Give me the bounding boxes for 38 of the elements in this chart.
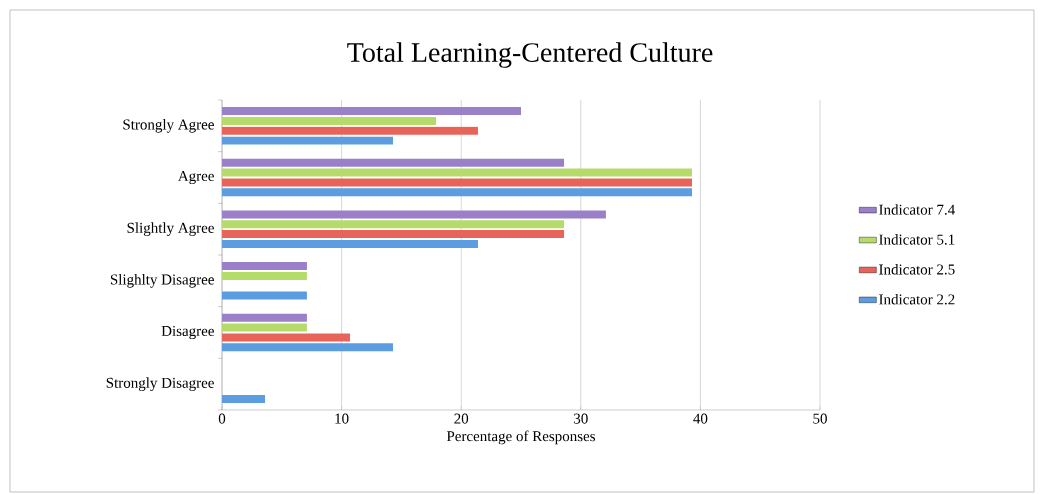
x-tick-label: 20 [454,413,469,424]
bar [222,220,565,229]
bar [222,107,521,116]
y-tick-label: Slighlty Disagree [110,274,214,288]
bar [222,291,307,300]
bar [222,239,478,248]
y-tick-label: Disagree [161,325,214,340]
bar [222,271,307,280]
bar [222,126,478,135]
bar [222,313,307,322]
bar [222,343,394,352]
legend-label: Indicator 2.5 [879,264,955,275]
bar [222,158,565,167]
bar [222,210,606,219]
x-tick-label: 0 [218,413,226,424]
y-tick-label: Strongly Disagree [106,377,214,391]
legend-label: Indicator 7.4 [879,204,955,215]
bar [222,323,307,332]
bar [222,188,693,197]
y-tick-label: Slightly Agree [127,222,214,236]
legend-label: Indicator 2.2 [879,293,955,305]
y-tick-label: Agree [177,170,214,185]
x-tick-label: 10 [335,413,349,424]
x-tick-label: 40 [693,413,708,424]
bar [222,230,565,239]
bar [222,168,693,177]
x-axis-title: Percentage of Responses [446,430,596,445]
chart-title: Total Learning-Centered Culture [347,42,713,68]
bar [222,333,350,342]
bar [222,178,693,187]
x-tick-label: 30 [574,413,588,424]
x-tick-label: 50 [813,413,827,424]
y-tick-label: Strongly Agree [123,119,214,133]
bar [222,136,394,145]
bar [222,116,437,125]
bar [222,394,266,403]
bar [222,262,307,271]
legend-label: Indicator 5.1 [879,234,955,245]
